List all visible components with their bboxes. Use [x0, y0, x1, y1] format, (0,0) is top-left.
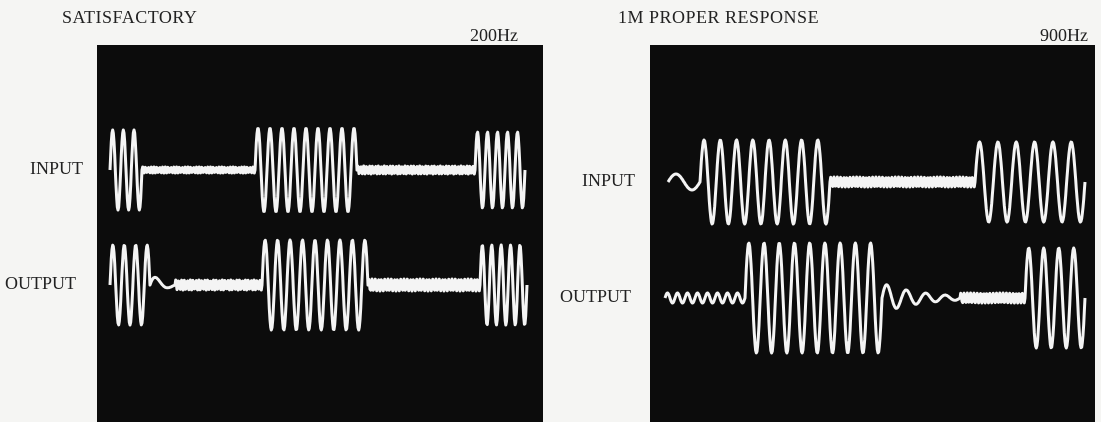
scope-screen: [650, 45, 1095, 422]
page: {"panels": [ {"title": "SATISFACTORY", "…: [0, 0, 1101, 422]
trace-label: OUTPUT: [560, 286, 631, 306]
scope-screen: [97, 45, 543, 422]
panel-title: SATISFACTORY: [62, 7, 197, 27]
frequency-label: 200Hz: [470, 25, 518, 45]
trace-label: INPUT: [582, 170, 635, 190]
panel-title: 1M PROPER RESPONSE: [618, 7, 819, 27]
frequency-label: 900Hz: [1040, 25, 1088, 45]
trace-label: OUTPUT: [5, 273, 76, 293]
figure: SATISFACTORY 200Hz INPUT OUTPUT 1M PROPE…: [0, 0, 1101, 422]
trace-label: INPUT: [30, 158, 83, 178]
